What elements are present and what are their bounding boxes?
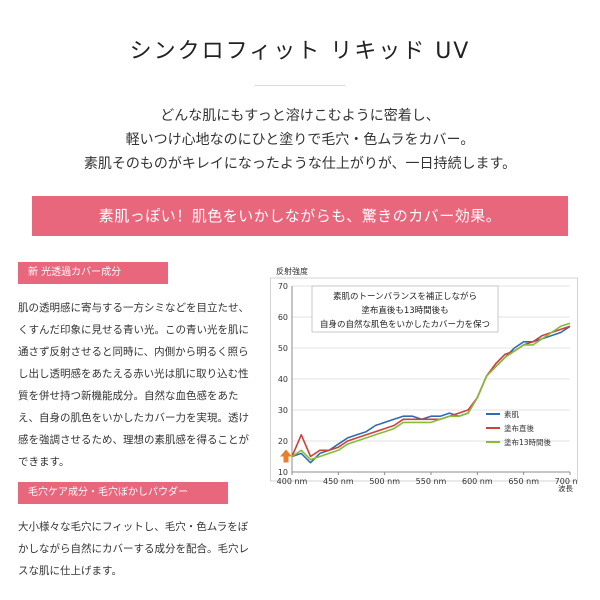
x-tick-label: 400 nm — [277, 477, 308, 486]
x-tick-label: 700 nm — [555, 477, 578, 486]
y-tick-label: 50 — [278, 344, 288, 353]
annotation-line: 塗布直後も13時間後も — [361, 305, 448, 316]
intro-line: どんな肌にもすっと溶けこむように密着し、 — [160, 108, 440, 124]
y-tick-label: 30 — [278, 406, 288, 415]
x-tick-label: 500 nm — [369, 477, 400, 486]
legend-label: 素肌 — [504, 409, 519, 419]
title-divider — [255, 85, 345, 86]
legend-label: 塗布13時間後 — [504, 437, 552, 447]
intro-text: どんな肌にもすっと溶けこむように密着し、 軽いつけ心地なのにひと塗りで毛穴・色ム… — [0, 104, 600, 176]
highlight-banner: 素肌っぽい！肌色をいかしながらも、驚きのカバー効果。 — [32, 196, 568, 236]
page-title: シンクロフィット リキッド UV — [129, 39, 471, 64]
reflectance-chart-svg: 反射強度 10 20 30 40 50 60 70 400 nm 450 nm 500 nm 550… — [270, 266, 586, 493]
y-tick-label: 10 — [278, 468, 288, 477]
x-tick-label: 600 nm — [462, 477, 493, 486]
intro-line: 軽いつけ心地なのにひと塗りで毛穴・色ムラをカバー。 — [125, 132, 475, 148]
x-tick-label: 550 nm — [416, 477, 447, 486]
reflectance-chart: 反射強度 10 20 30 40 50 60 70 400 nm 450 nm 500 nm 550… — [270, 264, 586, 494]
y-axis-label: 反射強度 — [276, 266, 308, 276]
y-tick-label: 70 — [278, 282, 288, 291]
x-axis-label: 波長 — [558, 483, 573, 493]
section-tag-pore-care: 毛穴ケア成分・毛穴ぼかしパウダー — [18, 482, 228, 504]
annotation-box — [311, 285, 499, 333]
section-tag-light-transmission: 新 光透過カバー成分 — [18, 262, 168, 284]
y-tick-label: 20 — [278, 437, 288, 446]
legend-label: 塗布直後 — [504, 423, 534, 433]
series-line-1 — [291, 325, 571, 458]
y-tick-label: 40 — [278, 375, 288, 384]
annotation-line: 素肌のトーンバランスを補正しながら — [333, 291, 477, 302]
intro-line: 素肌そのものがキレイになったような仕上がりが、一日持続します。 — [83, 156, 517, 172]
x-tick-label: 650 nm — [508, 477, 539, 486]
annotation-line: 自身の自然な肌色をいかしたカバー力を保つ — [320, 319, 490, 330]
series-line-2 — [291, 322, 571, 461]
y-tick-label: 60 — [278, 313, 288, 322]
x-tick-label: 450 nm — [323, 477, 354, 486]
highlight-arrow-icon — [280, 449, 292, 463]
section-body-light-transmission: 肌の透明感に寄与する一方シミなどを目立たせ、くすんだ印象に見せる青い光。この青い… — [18, 302, 249, 468]
section-body-pore-care: 大小様々な毛穴にフィットし、毛穴・色ムラをぼかしながら自然にカバーする成分を配合… — [18, 521, 249, 577]
chart-frame — [270, 277, 578, 482]
series-line-0 — [291, 325, 571, 464]
